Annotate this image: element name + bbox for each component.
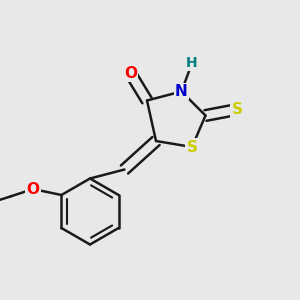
Text: O: O	[124, 66, 137, 81]
Text: N: N	[175, 84, 188, 99]
Text: H: H	[186, 56, 198, 70]
Text: O: O	[26, 182, 39, 196]
Text: S: S	[187, 140, 197, 154]
Text: S: S	[232, 102, 242, 117]
